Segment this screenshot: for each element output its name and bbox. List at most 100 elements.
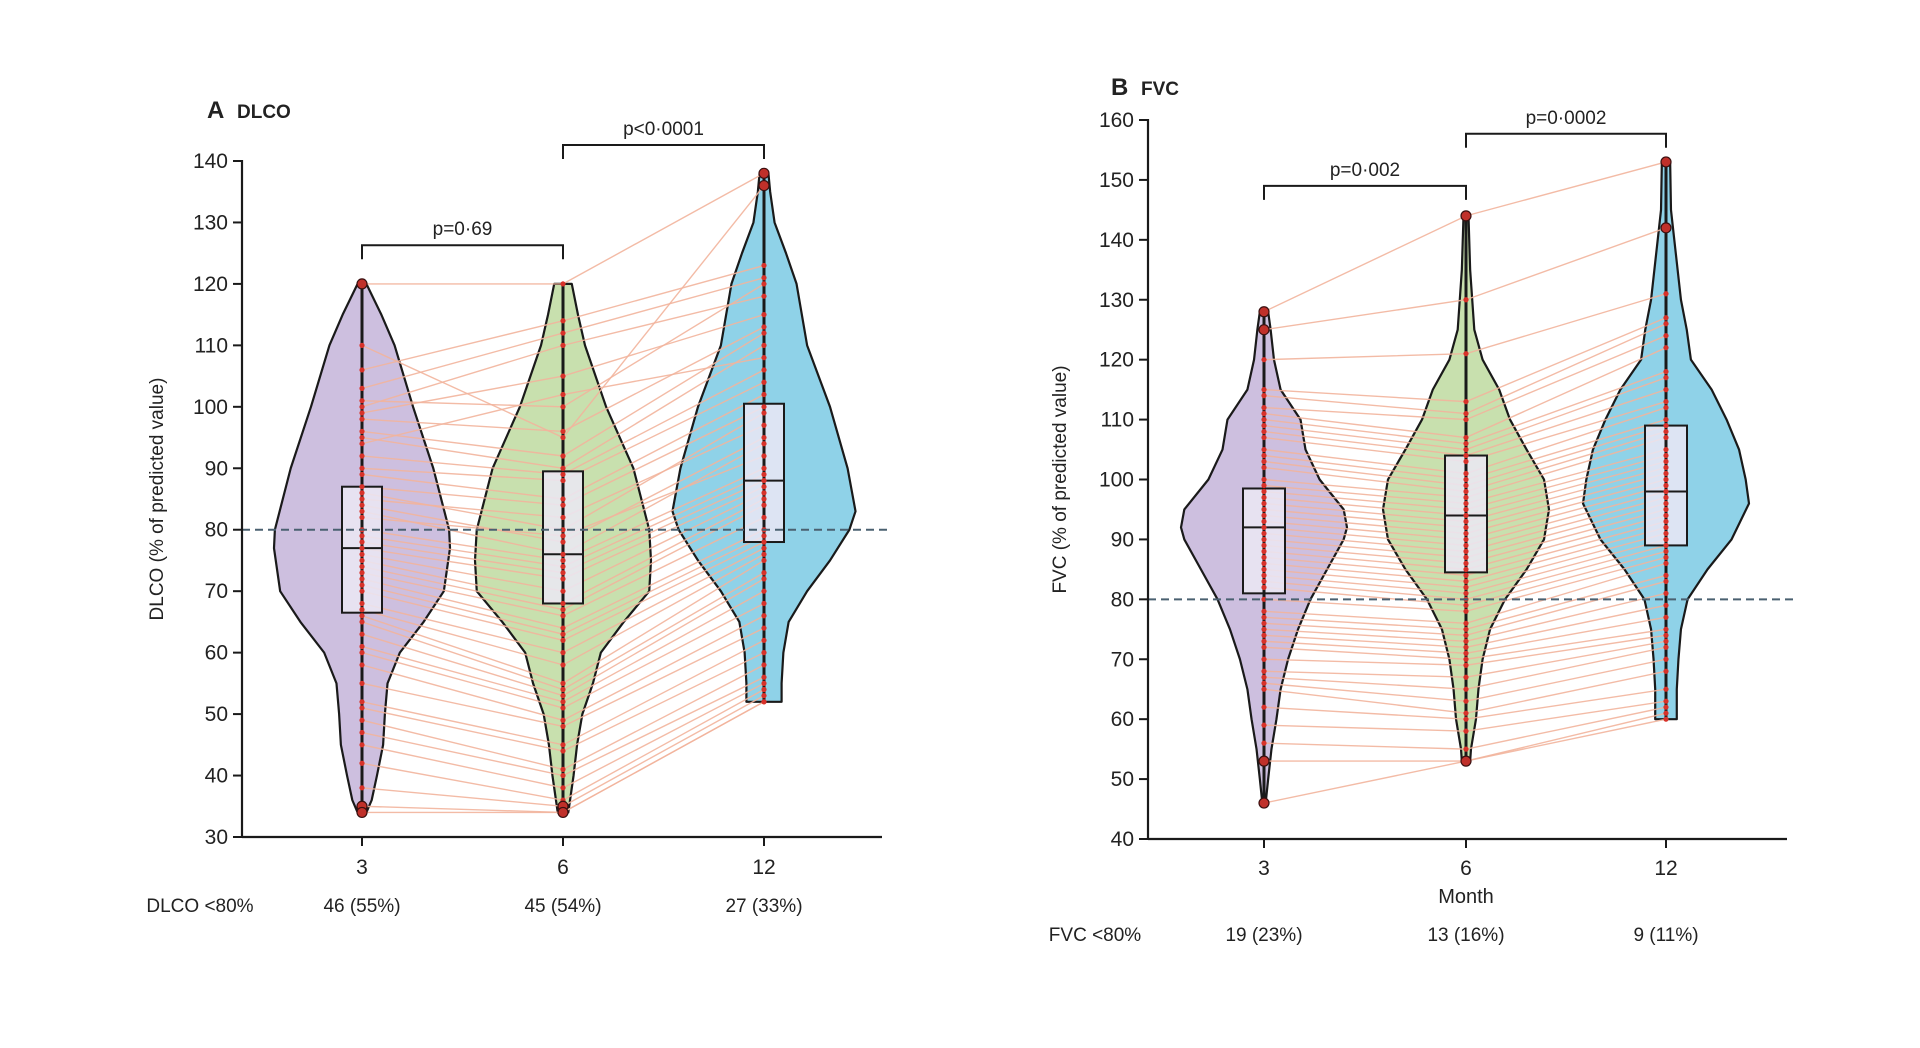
data-point [1663,422,1669,429]
data-point [761,650,767,656]
data-point [761,680,767,686]
x-tick-label: 6 [1460,857,1472,880]
data-point [1261,428,1267,435]
data-point [359,680,365,686]
data-point [560,576,566,582]
data-point [1463,452,1469,459]
data-point [1663,530,1669,537]
data-point [1663,476,1669,483]
panel-b: B FVC 40 50 60 70 80 90 100 110 120 130 140 150 160 3 19… [1049,74,1793,946]
data-point [1463,572,1469,578]
data-point [359,643,365,650]
data-point [560,453,566,459]
data-point [1463,710,1469,716]
data-point [359,705,365,711]
data-point [1261,644,1267,650]
data-point [1261,638,1267,644]
data-point [1663,345,1669,351]
data-point [359,342,365,348]
data-point [761,570,767,576]
data-point [1463,458,1469,465]
y-tick-label: 130 [1099,289,1134,312]
y-tick-label: 30 [205,826,228,849]
data-point [359,613,365,619]
data-point [1463,698,1469,704]
data-point [1463,686,1469,692]
data-point [1261,596,1267,602]
panel-title: FVC [1141,79,1179,100]
data-point [560,742,566,748]
data-point [761,367,767,373]
y-tick-label: 110 [1101,409,1134,432]
data-point [761,434,767,441]
patient-line [362,172,765,285]
y-tick-label: 140 [193,150,228,173]
p-value-label: p<0·0001 [623,119,704,140]
data-point [359,471,365,478]
y-tick-label: 60 [205,642,228,665]
data-point [761,545,767,551]
data-point [1463,650,1469,656]
data-point [359,551,365,557]
data-point [761,484,767,490]
data-point [560,723,566,729]
data-point [560,342,566,348]
data-point [1663,644,1669,650]
data-point [1663,488,1669,495]
data-point [761,477,767,484]
significance-bracket [361,244,564,260]
data-point [560,686,566,693]
data-point [1463,632,1469,638]
data-point [761,312,767,318]
data-point [761,662,767,668]
data-point [761,410,767,416]
data-point [1463,476,1469,483]
data-point [1463,446,1469,453]
data-point [761,551,767,557]
data-point [1663,560,1669,566]
data-point [761,533,767,539]
data-point [1261,614,1267,620]
data-point [1663,333,1669,339]
y-tick-label: 90 [1111,528,1134,551]
data-point [560,557,566,564]
data-point [1463,746,1469,752]
data-point [1463,488,1469,495]
data-point [1463,602,1469,608]
data-point [1663,416,1669,423]
y-tick-label: 70 [1111,648,1134,671]
outlier-point [758,179,770,192]
x-tick-label: 12 [752,856,775,879]
data-point [560,514,566,521]
data-point [359,570,365,576]
y-tick-label: 140 [1099,229,1134,252]
data-point [1663,548,1669,555]
data-point [1261,506,1267,513]
data-point [560,570,566,576]
p-value-label: p=0·002 [1330,160,1400,181]
data-point [1463,578,1469,584]
data-point [560,637,566,643]
data-point [1663,470,1669,477]
data-point [1261,632,1267,638]
y-tick-label: 120 [1099,349,1134,372]
data-point [560,527,566,533]
data-point [1663,626,1669,632]
data-point [1261,482,1267,489]
data-point [1261,584,1267,590]
data-point [560,404,566,410]
outlier-point [1660,222,1672,234]
y-tick-label: 130 [193,211,228,234]
data-point [1663,536,1669,543]
data-point [1261,387,1267,393]
x-tick-label: 6 [557,856,569,879]
y-tick-label: 60 [1111,708,1134,731]
data-point [761,422,767,428]
data-point [560,496,566,502]
data-point [1663,369,1669,375]
data-point [1663,656,1669,662]
data-point [1261,680,1267,686]
x-axis-label: Month [1438,886,1494,908]
y-axis-label: DLCO (% of predicted value) [147,378,168,621]
panel-letter: B [1111,74,1128,101]
